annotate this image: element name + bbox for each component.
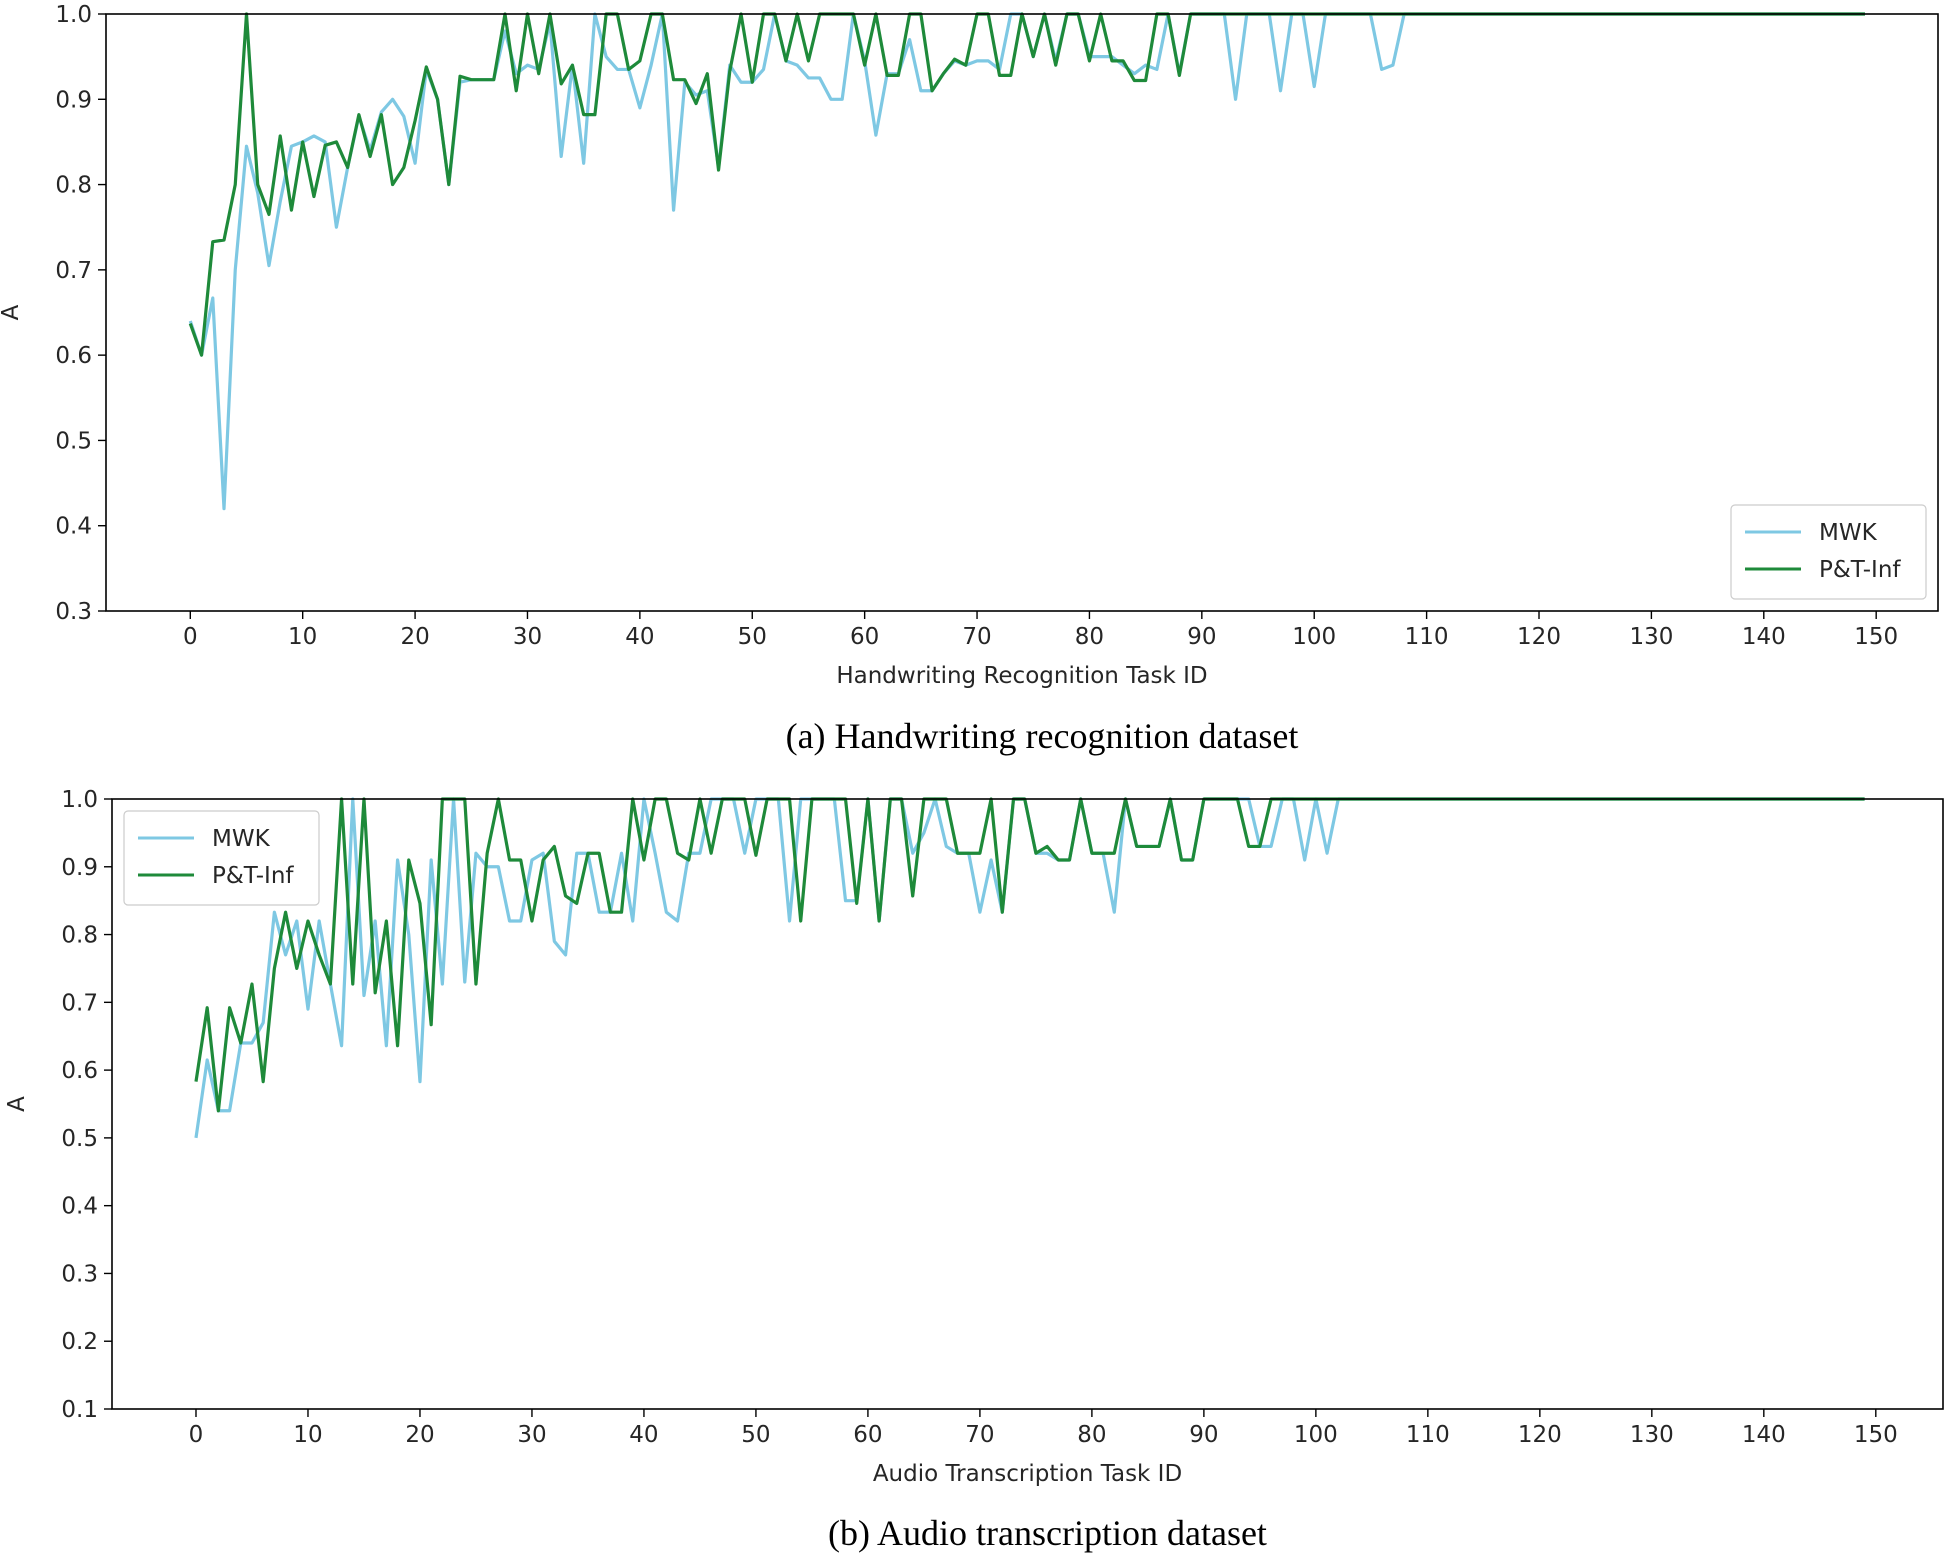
series-line-p-t-inf bbox=[188, 12, 1865, 357]
x-tick-label: 100 bbox=[1294, 1422, 1338, 1448]
x-tick-label: 40 bbox=[625, 624, 654, 650]
legend: MWK P&T-Inf bbox=[123, 810, 320, 906]
x-tick-label: 120 bbox=[1518, 1422, 1562, 1448]
legend-label-pt-inf: P&T-Inf bbox=[1819, 557, 1901, 583]
y-tick-label: 0.7 bbox=[55, 258, 92, 284]
x-tick-label: 120 bbox=[1517, 624, 1561, 650]
series-line-mwk bbox=[188, 12, 1865, 511]
x-tick-label: 20 bbox=[400, 624, 429, 650]
x-axis-ticks: 0 10 20 30 40 50 60 70 80 90 100 110 120 130 140 150 bbox=[189, 1409, 1898, 1448]
x-tick-label: 90 bbox=[1187, 624, 1216, 650]
x-tick-label: 0 bbox=[183, 624, 198, 650]
y-tick-label: 0.5 bbox=[61, 1126, 98, 1152]
x-axis-ticks: 0 10 20 30 40 50 60 70 80 90 100 110 120 130 140 150 bbox=[183, 611, 1898, 650]
x-tick-label: 70 bbox=[962, 624, 991, 650]
x-tick-label: 100 bbox=[1292, 624, 1336, 650]
y-tick-label: 0.6 bbox=[61, 1058, 98, 1084]
series-line-p-t-inf bbox=[194, 797, 1865, 1113]
series-layer bbox=[188, 12, 1865, 511]
y-tick-label: 0.4 bbox=[55, 514, 92, 540]
legend-label-pt-inf: P&T-Inf bbox=[212, 863, 294, 889]
plot-frame bbox=[111, 798, 1944, 1410]
y-tick-label: 1.0 bbox=[61, 787, 98, 813]
legend-label-mwk: MWK bbox=[1819, 520, 1878, 546]
y-tick-label: 0.3 bbox=[61, 1261, 98, 1287]
x-axis-label: Audio Transcription Task ID bbox=[873, 1461, 1182, 1487]
x-tick-label: 140 bbox=[1742, 624, 1786, 650]
y-tick-label: 0.5 bbox=[55, 428, 92, 454]
x-tick-label: 40 bbox=[629, 1422, 658, 1448]
x-tick-label: 60 bbox=[850, 624, 879, 650]
y-tick-label: 0.8 bbox=[55, 173, 92, 199]
y-tick-label: 0.1 bbox=[61, 1397, 98, 1423]
x-tick-label: 130 bbox=[1629, 624, 1673, 650]
y-tick-label: 0.7 bbox=[61, 990, 98, 1016]
x-tick-label: 0 bbox=[189, 1422, 204, 1448]
x-tick-label: 80 bbox=[1077, 1422, 1106, 1448]
x-tick-label: 70 bbox=[965, 1422, 994, 1448]
figure-caption-a: (a) Handwriting recognition dataset bbox=[786, 716, 1299, 756]
y-axis-label: A bbox=[0, 304, 24, 320]
x-tick-label: 20 bbox=[405, 1422, 434, 1448]
legend-box bbox=[123, 810, 320, 906]
legend-box bbox=[1730, 504, 1927, 600]
x-tick-label: 110 bbox=[1406, 1422, 1450, 1448]
x-tick-label: 60 bbox=[853, 1422, 882, 1448]
x-tick-label: 130 bbox=[1630, 1422, 1674, 1448]
y-tick-label: 0.8 bbox=[61, 923, 98, 949]
figure-caption-b: (b) Audio transcription dataset bbox=[828, 1513, 1267, 1553]
x-tick-label: 90 bbox=[1189, 1422, 1218, 1448]
x-tick-label: 150 bbox=[1854, 624, 1898, 650]
plot-frame bbox=[105, 13, 1939, 612]
y-tick-label: 0.6 bbox=[55, 343, 92, 369]
x-tick-label: 150 bbox=[1854, 1422, 1898, 1448]
legend: MWK P&T-Inf bbox=[1730, 504, 1927, 600]
x-tick-label: 140 bbox=[1742, 1422, 1786, 1448]
y-tick-label: 0.3 bbox=[55, 599, 92, 625]
y-tick-label: 0.4 bbox=[61, 1194, 98, 1220]
x-axis-label: Handwriting Recognition Task ID bbox=[836, 663, 1207, 689]
chart-handwriting-recognition: 0 10 20 30 40 50 60 70 80 90 100 110 120 130 140 150 0.… bbox=[0, 2, 1939, 756]
x-tick-label: 110 bbox=[1405, 624, 1449, 650]
series-layer bbox=[194, 797, 1865, 1139]
x-tick-label: 30 bbox=[517, 1422, 546, 1448]
x-tick-label: 50 bbox=[738, 624, 767, 650]
x-tick-label: 10 bbox=[288, 624, 317, 650]
x-tick-label: 30 bbox=[513, 624, 542, 650]
y-axis-ticks: 0.1 0.2 0.3 0.4 0.5 0.6 0.7 0.8 0.9 1.0 bbox=[61, 787, 112, 1423]
legend-label-mwk: MWK bbox=[212, 826, 271, 852]
x-tick-label: 80 bbox=[1075, 624, 1104, 650]
x-tick-label: 50 bbox=[741, 1422, 770, 1448]
y-tick-label: 0.9 bbox=[55, 87, 92, 113]
y-tick-label: 1.0 bbox=[55, 2, 92, 28]
x-tick-label: 10 bbox=[293, 1422, 322, 1448]
y-axis-label: A bbox=[4, 1096, 30, 1112]
series-line-mwk bbox=[194, 797, 1865, 1139]
chart-audio-transcription: 0 10 20 30 40 50 60 70 80 90 100 110 120 130 140 150 0.… bbox=[4, 787, 1944, 1553]
y-tick-label: 0.9 bbox=[61, 855, 98, 881]
y-axis-ticks: 0.3 0.4 0.5 0.6 0.7 0.8 0.9 1.0 bbox=[55, 2, 106, 625]
y-tick-label: 0.2 bbox=[61, 1329, 98, 1355]
